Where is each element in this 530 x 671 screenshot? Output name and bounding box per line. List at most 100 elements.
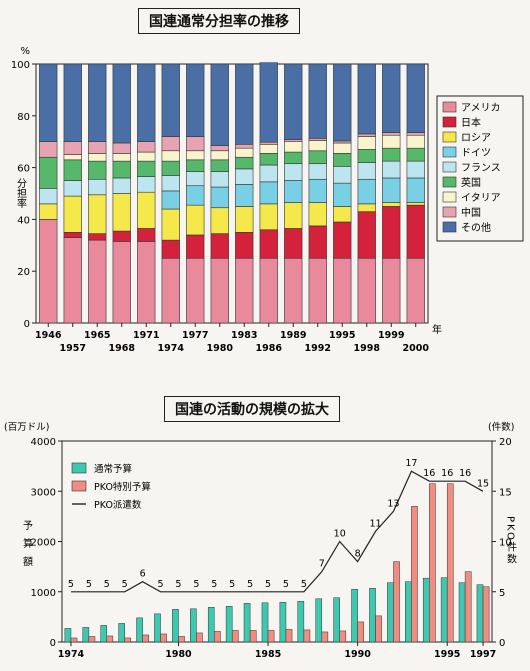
bar-segment bbox=[88, 239, 107, 324]
data-label: 5 bbox=[265, 579, 271, 590]
bar-segment bbox=[210, 159, 229, 172]
y-tick-label: 4000 bbox=[31, 437, 56, 448]
bar-segment bbox=[308, 257, 327, 324]
bar-segment bbox=[63, 195, 82, 233]
bar-segment bbox=[186, 63, 205, 137]
bar-segment bbox=[137, 160, 156, 177]
bar-segment bbox=[308, 150, 327, 165]
x-tick-label: 1983 bbox=[231, 330, 257, 341]
bar-segment bbox=[63, 232, 82, 238]
bar-segment bbox=[308, 225, 327, 259]
legend-swatch bbox=[442, 116, 457, 128]
bar-segment bbox=[161, 136, 180, 152]
data-label: 5 bbox=[68, 579, 74, 590]
y2-axis-label: PKO件数 bbox=[505, 516, 517, 566]
bar bbox=[375, 615, 382, 643]
bar-segment bbox=[39, 219, 58, 324]
burden-share-chart: 国連通常分担率の推移 0 20 40 60 80 100% 分担率 1946 1965 1971 1… bbox=[11, 8, 524, 354]
un-activity-chart: 国連の活動の規模の拡大 0 1000 2000 3000 4000 0 5 10 15 20 (百万… bbox=[0, 388, 530, 667]
x-tick-label: 1946 bbox=[35, 330, 62, 341]
data-label: 15 bbox=[477, 478, 489, 489]
bar-segment bbox=[357, 162, 376, 180]
y-tick-label: 80 bbox=[17, 112, 30, 123]
bar-segment bbox=[112, 153, 131, 162]
bar-segment bbox=[186, 204, 205, 236]
burden-share-plot: 0 20 40 60 80 100% 分担率 1946 1965 1971 1977 1983 1989… bbox=[11, 46, 524, 354]
bar-segment bbox=[235, 143, 254, 149]
bar-segment bbox=[88, 63, 107, 142]
bar-segment bbox=[137, 241, 156, 324]
bar-segment bbox=[333, 182, 352, 207]
bar-segment bbox=[39, 156, 58, 189]
x-tick-label: 1986 bbox=[256, 343, 283, 354]
bar-segment bbox=[137, 151, 156, 162]
bar-segment bbox=[382, 132, 401, 136]
data-label: 5 bbox=[104, 579, 110, 590]
bar-segment bbox=[235, 147, 254, 158]
data-label: 5 bbox=[301, 579, 307, 590]
x-tick-label: 1974 bbox=[158, 343, 185, 354]
bar bbox=[118, 623, 125, 643]
y2-tick-label: 0 bbox=[499, 638, 505, 649]
x-tick-label: 1999 bbox=[378, 330, 404, 341]
bar bbox=[315, 598, 323, 643]
bar-segment bbox=[210, 150, 229, 161]
bar-segment bbox=[308, 63, 327, 139]
bar bbox=[178, 636, 185, 643]
bar-segment bbox=[357, 133, 376, 137]
bar bbox=[411, 506, 418, 643]
bar bbox=[476, 584, 484, 643]
y2-tick-label: 15 bbox=[499, 487, 512, 498]
legend-swatch bbox=[442, 191, 457, 203]
x-tick-label: 1965 bbox=[84, 330, 110, 341]
bar-segment bbox=[210, 171, 229, 188]
y-tick-label: 20 bbox=[17, 267, 30, 278]
x-tick-label: 1995 bbox=[434, 649, 460, 660]
data-label: 5 bbox=[229, 579, 235, 590]
bar bbox=[160, 633, 167, 643]
bar-segment bbox=[382, 147, 401, 162]
legend-swatch bbox=[442, 161, 457, 173]
data-label: 5 bbox=[158, 579, 164, 590]
bar bbox=[261, 602, 269, 643]
bar-segment bbox=[210, 186, 229, 209]
y-axis-label: 予算額 bbox=[21, 520, 33, 574]
bar-segment bbox=[382, 177, 401, 203]
bar bbox=[339, 630, 347, 643]
bar-segment bbox=[382, 202, 401, 207]
bar-segment bbox=[284, 151, 303, 165]
chart-title: 国連の活動の規模の拡大 bbox=[164, 396, 340, 422]
bar-segment bbox=[112, 142, 131, 154]
bar-segment bbox=[161, 175, 180, 192]
bar-segment bbox=[308, 138, 327, 141]
bar-segment bbox=[186, 150, 205, 161]
x-tick-label: 1989 bbox=[280, 330, 306, 341]
bar bbox=[393, 561, 400, 643]
data-label: 5 bbox=[211, 579, 217, 590]
data-label: 7 bbox=[319, 559, 325, 570]
bar-segment bbox=[137, 63, 156, 142]
bar-segment bbox=[161, 257, 180, 324]
bar-segment bbox=[88, 141, 107, 154]
legend-swatch bbox=[71, 462, 87, 474]
bar-segment bbox=[39, 188, 58, 205]
bar-segment bbox=[161, 239, 180, 259]
bar bbox=[458, 582, 466, 643]
x-tick-label: 1995 bbox=[329, 330, 355, 341]
bar-segment bbox=[39, 141, 58, 158]
bar-segment bbox=[284, 180, 303, 203]
bar-segment bbox=[308, 202, 327, 227]
bar bbox=[285, 629, 293, 643]
bar-segment bbox=[235, 232, 254, 259]
bar bbox=[214, 631, 221, 643]
data-label: 10 bbox=[334, 529, 346, 540]
bar-segment bbox=[88, 160, 107, 180]
bar-segment bbox=[406, 63, 425, 133]
bar-segment bbox=[406, 202, 425, 206]
bar-segment bbox=[210, 63, 229, 146]
plot-frame bbox=[35, 63, 429, 324]
bar bbox=[351, 588, 358, 643]
bar-segment bbox=[357, 178, 376, 205]
data-label: 6 bbox=[140, 569, 146, 580]
bar-segment bbox=[406, 134, 425, 149]
